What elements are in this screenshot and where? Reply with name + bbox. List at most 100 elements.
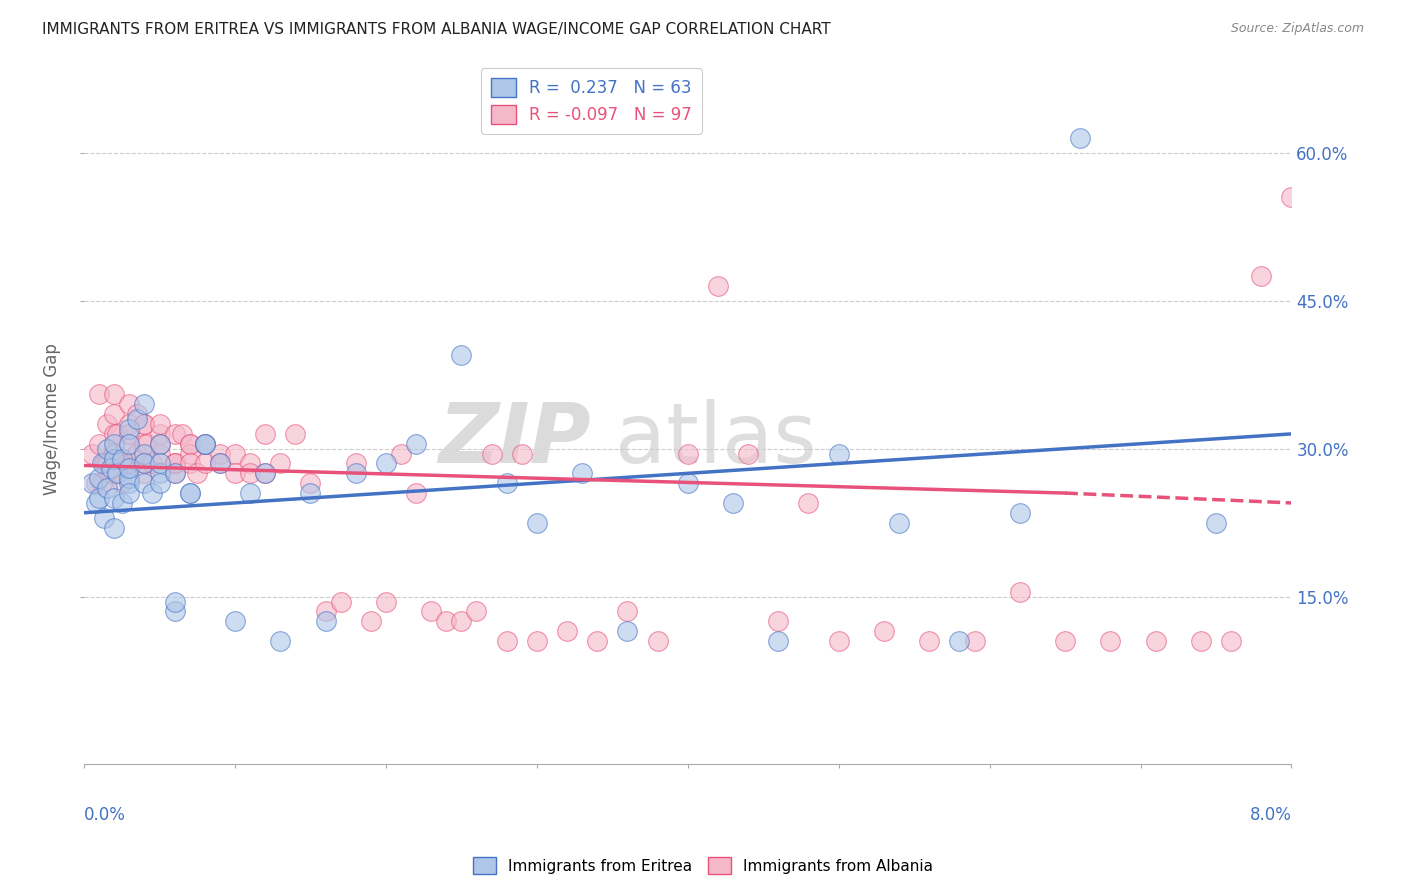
Point <box>1220 634 1243 648</box>
Point <box>1281 190 1303 204</box>
Point <box>239 457 262 471</box>
Point <box>329 594 352 608</box>
Point <box>918 634 941 648</box>
Point <box>768 614 790 628</box>
Point <box>118 457 141 471</box>
Point <box>616 604 638 618</box>
Point <box>163 457 186 471</box>
Point <box>239 467 262 481</box>
Point <box>105 467 128 481</box>
Point <box>420 604 443 618</box>
Point <box>827 634 849 648</box>
Point <box>118 417 141 431</box>
Point <box>163 426 186 441</box>
Point <box>84 496 107 510</box>
Point <box>100 461 122 475</box>
Point <box>134 397 156 411</box>
Point <box>360 614 382 628</box>
Point <box>224 447 246 461</box>
Point <box>163 467 186 481</box>
Point <box>141 486 163 500</box>
Point <box>118 397 141 411</box>
Point <box>254 467 277 481</box>
Point <box>111 451 134 466</box>
Point <box>148 467 170 481</box>
Text: 8.0%: 8.0% <box>1250 805 1292 823</box>
Point <box>96 417 118 431</box>
Point <box>103 520 125 534</box>
Point <box>465 604 488 618</box>
Point <box>148 426 170 441</box>
Point <box>103 407 125 421</box>
Point <box>134 417 156 431</box>
Point <box>269 634 291 648</box>
Point <box>194 436 217 450</box>
Point <box>96 457 118 471</box>
Point <box>96 442 118 456</box>
Point <box>148 476 170 491</box>
Point <box>172 426 194 441</box>
Point <box>737 447 759 461</box>
Point <box>526 634 548 648</box>
Point <box>103 436 125 450</box>
Point <box>118 436 141 450</box>
Point <box>148 436 170 450</box>
Point <box>194 436 217 450</box>
Point <box>284 426 307 441</box>
Point <box>526 516 548 530</box>
Point <box>1054 634 1077 648</box>
Point <box>389 447 412 461</box>
Point <box>103 491 125 505</box>
Point <box>118 461 141 475</box>
Point <box>179 447 201 461</box>
Point <box>1205 516 1227 530</box>
Point <box>141 457 163 471</box>
Point <box>93 510 115 524</box>
Point <box>450 348 472 362</box>
Point <box>194 436 217 450</box>
Point <box>269 457 291 471</box>
Point <box>239 486 262 500</box>
Point <box>1099 634 1122 648</box>
Point <box>179 457 201 471</box>
Point <box>103 387 125 401</box>
Y-axis label: Wage/Income Gap: Wage/Income Gap <box>44 343 60 495</box>
Point <box>118 422 141 436</box>
Point <box>315 614 337 628</box>
Legend: Immigrants from Eritrea, Immigrants from Albania: Immigrants from Eritrea, Immigrants from… <box>467 851 939 880</box>
Point <box>118 436 141 450</box>
Point <box>1144 634 1167 648</box>
Point <box>118 471 141 485</box>
Point <box>121 457 143 471</box>
Point <box>254 467 277 481</box>
Point <box>134 457 156 471</box>
Point <box>148 436 170 450</box>
Point <box>1189 634 1212 648</box>
Point <box>299 476 322 491</box>
Point <box>405 486 427 500</box>
Point <box>1069 131 1091 145</box>
Point <box>721 496 744 510</box>
Text: ZIP: ZIP <box>439 400 591 480</box>
Point <box>344 467 367 481</box>
Point <box>84 476 107 491</box>
Point <box>186 467 208 481</box>
Point <box>1008 584 1031 599</box>
Point <box>179 436 201 450</box>
Point <box>148 417 170 431</box>
Point <box>101 447 124 461</box>
Point <box>148 447 170 461</box>
Point <box>125 447 148 461</box>
Point <box>495 476 517 491</box>
Point <box>208 457 231 471</box>
Point <box>93 457 115 471</box>
Point <box>887 516 910 530</box>
Point <box>134 467 156 481</box>
Point <box>374 457 396 471</box>
Point <box>797 496 820 510</box>
Point <box>179 486 201 500</box>
Point <box>179 486 201 500</box>
Point <box>647 634 669 648</box>
Point <box>450 614 472 628</box>
Point <box>224 614 246 628</box>
